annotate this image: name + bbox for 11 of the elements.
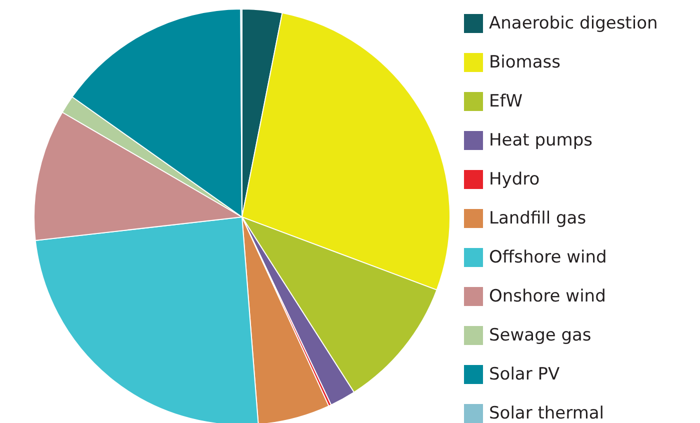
legend-label: Sewage gas — [489, 326, 592, 346]
legend-label: Offshore wind — [489, 248, 607, 268]
legend-label: Landfill gas — [489, 208, 586, 228]
legend-label: Heat pumps — [489, 130, 593, 150]
legend-label: Onshore wind — [489, 286, 606, 306]
legend-label: Solar PV — [489, 364, 560, 384]
legend-label: Anaerobic digestion — [489, 14, 658, 34]
legend-label: EfW — [489, 92, 523, 112]
legend-label: Biomass — [489, 52, 561, 72]
legend-label: Hydro — [489, 170, 540, 190]
legend-label: Solar thermal — [489, 404, 604, 423]
